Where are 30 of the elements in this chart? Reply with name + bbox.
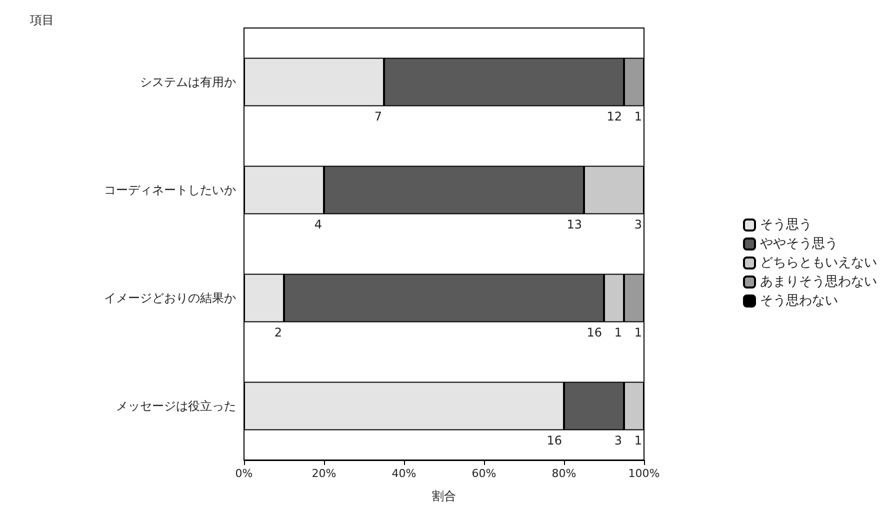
annotation: 1 xyxy=(614,325,622,340)
y-tick-label: イメージどおりの結果か xyxy=(104,291,236,305)
x-tick-label: 80% xyxy=(552,467,576,480)
annotation: 4 xyxy=(314,217,322,232)
annotation: 1 xyxy=(634,433,642,448)
annotation: 7 xyxy=(374,109,382,124)
annotation: 3 xyxy=(634,217,642,232)
annotation: 3 xyxy=(614,433,622,448)
annotation: 2 xyxy=(274,325,282,340)
y-tick-label: メッセージは役立った xyxy=(116,399,236,413)
legend-label: そう思う xyxy=(760,218,812,232)
x-tick-label: 40% xyxy=(392,467,416,480)
annotation: 12 xyxy=(606,109,622,124)
annotation: 1 xyxy=(634,109,642,124)
legend-label: あまりそう思わない xyxy=(760,274,877,290)
annotation: 13 xyxy=(566,217,582,232)
annotation: 16 xyxy=(546,433,562,448)
legend-label: ややそう思う xyxy=(760,236,838,252)
y-tick-label: システムは有用か xyxy=(140,75,236,89)
annotation: 16 xyxy=(586,325,602,340)
x-tick-label: 0% xyxy=(235,467,253,480)
annotation: 1 xyxy=(634,325,642,340)
y-axis-title: 項目 xyxy=(29,13,54,27)
x-tick-label: 100% xyxy=(628,467,660,480)
x-tick-label: 60% xyxy=(472,467,496,480)
legend-label: どちらともいえない xyxy=(760,256,877,270)
legend-label: そう思わない xyxy=(760,294,838,308)
x-axis-title: 割合 xyxy=(432,489,456,503)
x-tick-label: 20% xyxy=(312,467,336,480)
y-tick-label: コーディネートしたいか xyxy=(104,183,236,197)
